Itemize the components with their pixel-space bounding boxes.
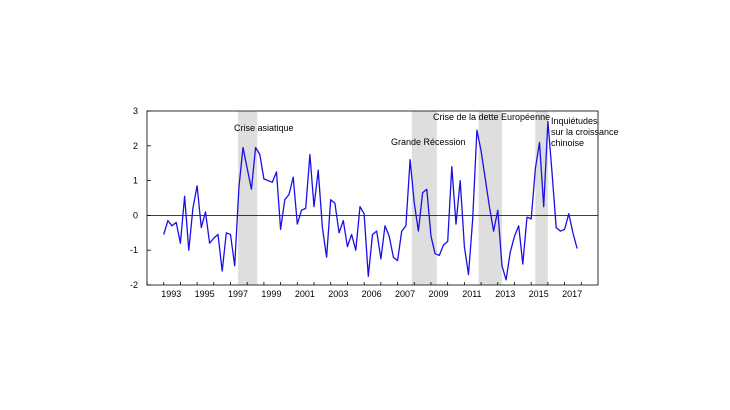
x-tick-label: 1997 — [228, 289, 248, 299]
x-tick-label: 1993 — [161, 289, 181, 299]
plot-frame — [146, 110, 599, 286]
x-tick-label: 2007 — [395, 289, 415, 299]
x-tick-label: 2013 — [495, 289, 515, 299]
shaded-period-2 — [478, 111, 502, 285]
x-axis: 1993 1995 1997 1999 2001 2003 2006 2007 2009 2011… — [146, 282, 582, 299]
x-tick-label: 2015 — [529, 289, 549, 299]
shaded-periods — [238, 111, 548, 285]
y-tick-label: 1 — [133, 176, 138, 186]
series-line-path — [163, 120, 578, 281]
x-tick-label: 2001 — [295, 289, 315, 299]
y-tick-label: 2 — [133, 141, 138, 151]
shaded-period-3 — [535, 111, 548, 285]
shaded-period-1 — [411, 111, 437, 285]
y-tick-label: 0 — [133, 210, 138, 220]
x-tick-label: 2017 — [562, 289, 582, 299]
annotation-label: chinoise — [551, 138, 584, 148]
x-tick-label: 2011 — [462, 289, 481, 299]
y-tick-label: -2 — [130, 280, 138, 290]
y-axis: 3 2 1 0 -1 -2 — [130, 106, 151, 290]
x-tick-label: 2006 — [362, 289, 382, 299]
series-line — [163, 120, 578, 281]
shaded-period-0 — [238, 111, 258, 285]
annotation-label: sur la croissance — [551, 127, 619, 137]
x-tick-label: 2003 — [328, 289, 348, 299]
annotation-label: Crise asiatique — [234, 123, 294, 133]
y-tick-label: 3 — [133, 106, 138, 116]
annotation-label: Crise de la dette Européenne — [433, 112, 550, 122]
y-tick-label: -1 — [130, 245, 138, 255]
annotation-label: Inquiétudes — [551, 116, 598, 126]
x-tick-label: 2009 — [428, 289, 448, 299]
x-tick-label: 1999 — [261, 289, 281, 299]
x-tick-label: 1995 — [195, 289, 215, 299]
annotations: Crise asiatique Grande Récession Crise de … — [234, 112, 619, 148]
annotation-label: Grande Récession — [391, 137, 466, 147]
